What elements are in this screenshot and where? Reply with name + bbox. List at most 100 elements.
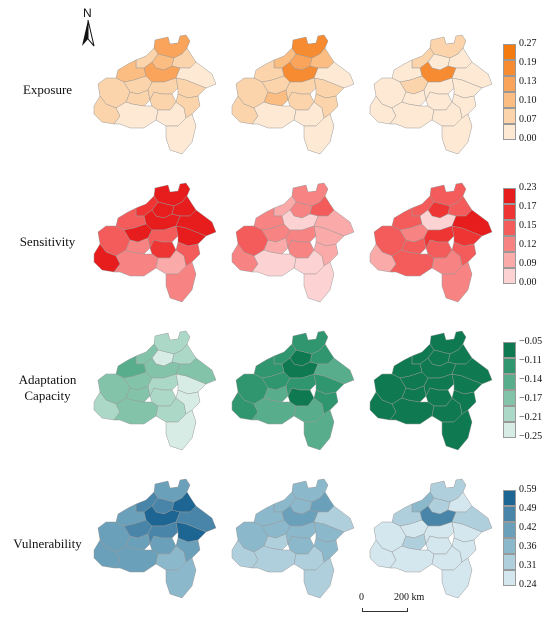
row-label: Exposure <box>22 82 73 97</box>
legend-swatch <box>503 390 516 406</box>
legend-swatch <box>503 522 516 538</box>
map-region <box>303 113 335 155</box>
map-region <box>389 249 435 277</box>
choropleth-map <box>231 330 355 451</box>
choropleth-map <box>369 182 493 303</box>
map-region <box>441 409 473 451</box>
map-region <box>313 389 339 415</box>
choropleth-map <box>369 34 493 155</box>
legend-swatch <box>503 92 516 108</box>
map-region <box>113 249 159 277</box>
map-region <box>165 261 197 303</box>
legend-swatch <box>503 490 516 506</box>
map-region <box>175 241 201 267</box>
north-label: N <box>83 6 92 20</box>
choropleth-map <box>93 34 217 155</box>
legend-swatch <box>503 358 516 374</box>
legend-tick-label: −0.14 <box>519 374 543 385</box>
map-region <box>441 557 473 599</box>
north-arrow: N <box>78 6 98 48</box>
legend-tick-label: 0.19 <box>519 57 537 68</box>
map-region <box>175 389 201 415</box>
legend-swatch <box>503 76 516 92</box>
legend-tick-label: −0.11 <box>519 355 542 366</box>
choropleth-map <box>93 478 217 599</box>
map-region <box>389 545 435 573</box>
legend: 0.23 0.17 0.15 0.12 0.09 0.00 <box>503 183 547 288</box>
map-region <box>113 101 159 129</box>
legend-tick-label: 0.17 <box>519 201 537 212</box>
choropleth-map <box>93 330 217 451</box>
legend-swatch <box>503 252 516 268</box>
legend-swatch <box>503 268 516 284</box>
legend-tick-label: 0.31 <box>519 560 537 571</box>
legend-tick-label: 0.59 <box>519 484 537 495</box>
choropleth-map <box>369 330 493 451</box>
map-region <box>251 545 297 573</box>
legend-tick-label: 0.10 <box>519 95 537 106</box>
map-region <box>313 241 339 267</box>
map-region <box>451 93 477 119</box>
map-region <box>175 537 201 563</box>
map-region <box>303 261 335 303</box>
legend: −0.05 −0.11 −0.14 −0.17 −0.21 −0.25 <box>503 337 547 442</box>
choropleth-map <box>231 478 355 599</box>
map-region <box>303 557 335 599</box>
map-region <box>175 93 201 119</box>
legend-swatch <box>503 188 516 204</box>
legend-swatch <box>503 236 516 252</box>
legend-swatch <box>503 342 516 358</box>
legend-swatch <box>503 506 516 522</box>
map-region <box>251 397 297 425</box>
legend-tick-label: 0.13 <box>519 76 537 87</box>
legend-swatch <box>503 538 516 554</box>
legend-swatch <box>503 204 516 220</box>
legend-swatch <box>503 422 516 438</box>
north-arrow-icon <box>82 19 95 47</box>
legend-tick-label: −0.21 <box>519 412 543 423</box>
legend-tick-label: 0.12 <box>519 239 537 250</box>
choropleth-map <box>93 182 217 303</box>
legend-swatch <box>503 406 516 422</box>
legend-tick-label: 0.27 <box>519 38 537 49</box>
map-region <box>165 113 197 155</box>
legend-tick-label: 0.24 <box>519 579 537 590</box>
scale-bar-line <box>362 608 408 612</box>
legend-tick-label: 0.00 <box>519 277 537 288</box>
row-label: Adaptation Capacity <box>18 372 77 403</box>
scale-bar-zero: 0 <box>359 592 364 603</box>
map-region <box>165 557 197 599</box>
map-region <box>251 101 297 129</box>
map-region <box>165 409 197 451</box>
legend: 0.27 0.19 0.13 0.10 0.07 0.00 <box>503 39 547 144</box>
map-region <box>303 409 335 451</box>
legend-swatch <box>503 554 516 570</box>
map-region <box>441 261 473 303</box>
map-region <box>451 537 477 563</box>
legend-tick-label: 0.07 <box>519 114 537 125</box>
row-label: Sensitivity <box>19 234 76 249</box>
map-region <box>113 545 159 573</box>
legend-tick-label: 0.15 <box>519 220 537 231</box>
legend-tick-label: −0.05 <box>519 336 543 347</box>
legend-tick-label: −0.17 <box>519 393 543 404</box>
map-region <box>389 101 435 129</box>
map-region <box>251 249 297 277</box>
map-region <box>441 113 473 155</box>
legend-swatch <box>503 108 516 124</box>
legend-tick-label: 0.00 <box>519 133 537 144</box>
legend-swatch <box>503 570 516 586</box>
legend-tick-label: 0.49 <box>519 503 537 514</box>
scale-bar: 0 200 km <box>356 592 446 618</box>
legend-swatch <box>503 44 516 60</box>
map-region <box>113 397 159 425</box>
map-region <box>313 93 339 119</box>
legend-tick-label: 0.23 <box>519 182 537 193</box>
legend: 0.59 0.49 0.42 0.36 0.31 0.24 <box>503 485 547 590</box>
legend-tick-label: 0.09 <box>519 258 537 269</box>
map-region <box>389 397 435 425</box>
map-region <box>451 241 477 267</box>
legend-tick-label: −0.25 <box>519 431 543 442</box>
legend-swatch <box>503 124 516 140</box>
